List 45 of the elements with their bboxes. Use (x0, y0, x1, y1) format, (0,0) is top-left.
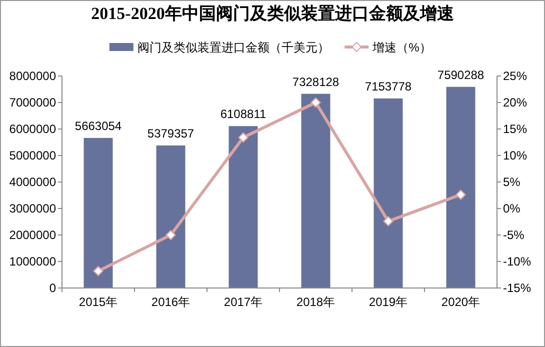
y-tick-label: 3000000 (9, 202, 56, 216)
y2-tick-label: -15% (503, 281, 532, 295)
data-label: 7328128 (292, 74, 340, 89)
y-tick-label: 5000000 (9, 148, 56, 162)
bar (228, 126, 258, 288)
legend-label: 增速（%） (372, 40, 432, 54)
y2-tick-label: 10% (503, 148, 528, 162)
y-tick-label: 2000000 (9, 228, 56, 242)
y2-tick-label: -5% (503, 228, 525, 242)
bar (446, 86, 476, 288)
y-tick-label: 7000000 (9, 96, 56, 110)
x-tick-label: 2019年 (368, 295, 408, 309)
y-tick-label: 0 (49, 281, 56, 295)
x-tick-label: 2018年 (296, 295, 336, 309)
y-tick-label: 1000000 (9, 254, 56, 268)
point (238, 132, 248, 143)
y2-tick-label: -10% (503, 254, 532, 268)
x-tick-label: 2017年 (224, 295, 263, 309)
bar (374, 98, 403, 288)
data-label: 7590288 (437, 68, 484, 82)
y-tick-label: 6000000 (9, 122, 56, 136)
bar (84, 138, 113, 288)
y2-tick-label: 15% (503, 122, 528, 136)
bar (301, 94, 330, 288)
chart-title: 2015-2020年中国阀门及类似装置进口金额及增速 (91, 4, 454, 23)
x-tick-label: 2020年 (441, 295, 480, 309)
x-tick-label: 2015年 (78, 295, 118, 309)
legend-label: 阀门及类似装置进口金额（千美元） (137, 40, 330, 54)
data-label: 7153778 (364, 79, 412, 94)
point (383, 216, 394, 226)
point (93, 266, 104, 276)
y2-tick-label: 20% (503, 96, 528, 110)
point (166, 230, 176, 240)
y-tick-label: 4000000 (9, 175, 56, 189)
point (456, 190, 466, 200)
x-tick-label: 2016年 (151, 295, 190, 309)
data-label: 5379357 (147, 126, 194, 140)
data-label: 6108811 (220, 107, 266, 122)
y2-tick-label: 5% (503, 175, 521, 189)
y-tick-label: 8000000 (9, 69, 56, 83)
y2-tick-label: 0% (503, 202, 521, 216)
y2-tick-label: 25% (503, 69, 528, 83)
point (310, 97, 321, 108)
data-label: 5663054 (74, 118, 122, 133)
bar (156, 145, 186, 288)
